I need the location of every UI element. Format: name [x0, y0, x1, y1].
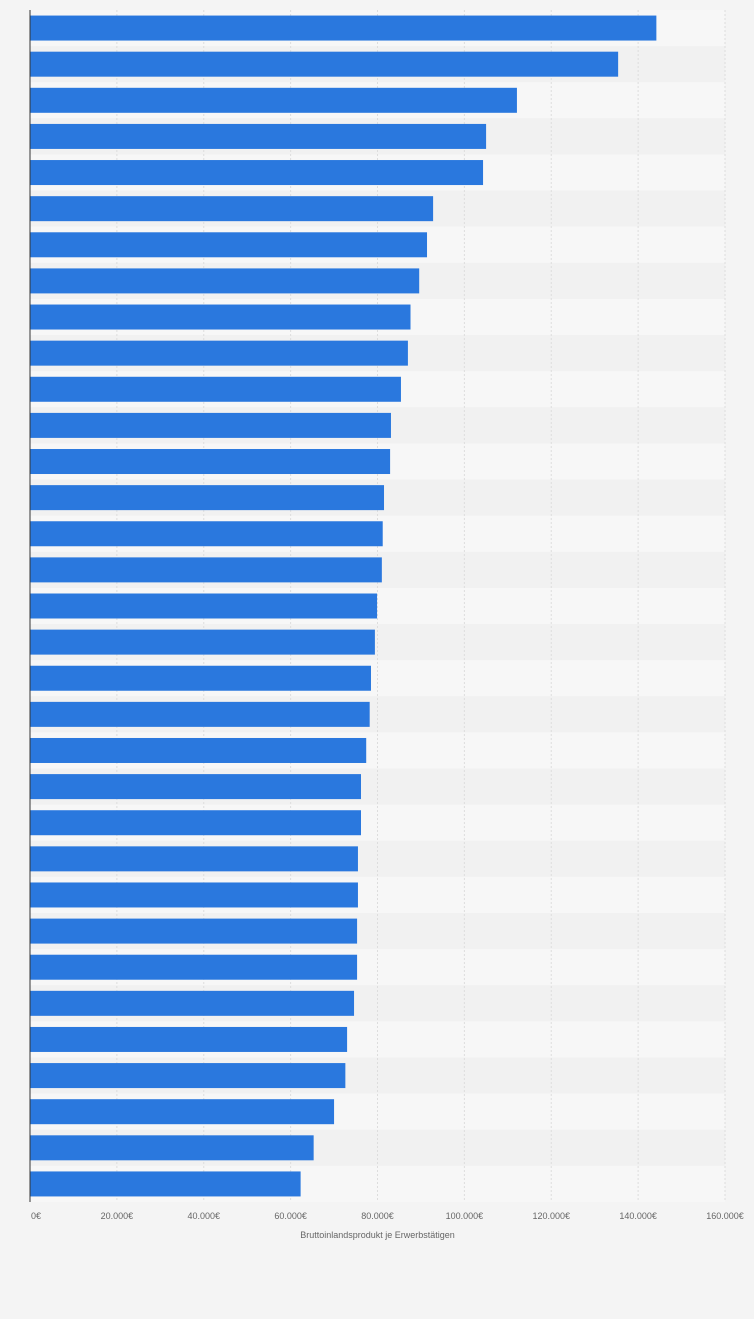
- bar[interactable]: [30, 665, 371, 691]
- bar[interactable]: [30, 268, 420, 294]
- bar[interactable]: [30, 593, 378, 619]
- bar[interactable]: [30, 846, 358, 872]
- x-tick-label: 120.000€: [532, 1211, 570, 1221]
- bar[interactable]: [30, 629, 375, 655]
- bar[interactable]: [30, 304, 411, 330]
- x-tick-label: 60.000€: [274, 1211, 307, 1221]
- bar[interactable]: [30, 196, 434, 222]
- bar[interactable]: [30, 340, 408, 366]
- bar[interactable]: [30, 51, 619, 77]
- bar[interactable]: [30, 449, 391, 475]
- x-tick-label: 100.000€: [446, 1211, 484, 1221]
- x-tick-label: 0€: [31, 1211, 41, 1221]
- bar[interactable]: [30, 160, 484, 186]
- bar[interactable]: [30, 557, 382, 583]
- x-tick-label: 40.000€: [187, 1211, 220, 1221]
- bar[interactable]: [30, 232, 428, 258]
- x-tick-label: 20.000€: [101, 1211, 134, 1221]
- x-tick-label: 160.000€: [706, 1211, 744, 1221]
- bar[interactable]: [30, 1135, 314, 1161]
- bar[interactable]: [30, 990, 355, 1016]
- bar[interactable]: [30, 87, 517, 113]
- bar[interactable]: [30, 15, 657, 41]
- bar[interactable]: [30, 521, 383, 547]
- bar[interactable]: [30, 412, 391, 438]
- bar[interactable]: [30, 882, 358, 908]
- bar[interactable]: [30, 1063, 346, 1089]
- bar[interactable]: [30, 1099, 335, 1125]
- bar[interactable]: [30, 485, 385, 511]
- x-axis-title: Bruttoinlandsprodukt je Erwerbstätigen: [300, 1230, 455, 1240]
- x-tick-label: 140.000€: [619, 1211, 657, 1221]
- bar[interactable]: [30, 774, 361, 800]
- bars: [30, 15, 657, 1197]
- x-tick-label: 80.000€: [361, 1211, 394, 1221]
- bar[interactable]: [30, 376, 401, 402]
- bar[interactable]: [30, 954, 358, 980]
- bar[interactable]: [30, 1171, 301, 1197]
- bar[interactable]: [30, 737, 367, 763]
- bar[interactable]: [30, 701, 370, 727]
- bar[interactable]: [30, 810, 361, 836]
- x-tick-labels: 0€ 20.000€ 40.000€ 60.000€ 80.000€ 100.000€ 12…: [31, 1211, 744, 1221]
- bar[interactable]: [30, 918, 358, 944]
- bar[interactable]: [30, 1026, 348, 1052]
- bar[interactable]: [30, 123, 487, 149]
